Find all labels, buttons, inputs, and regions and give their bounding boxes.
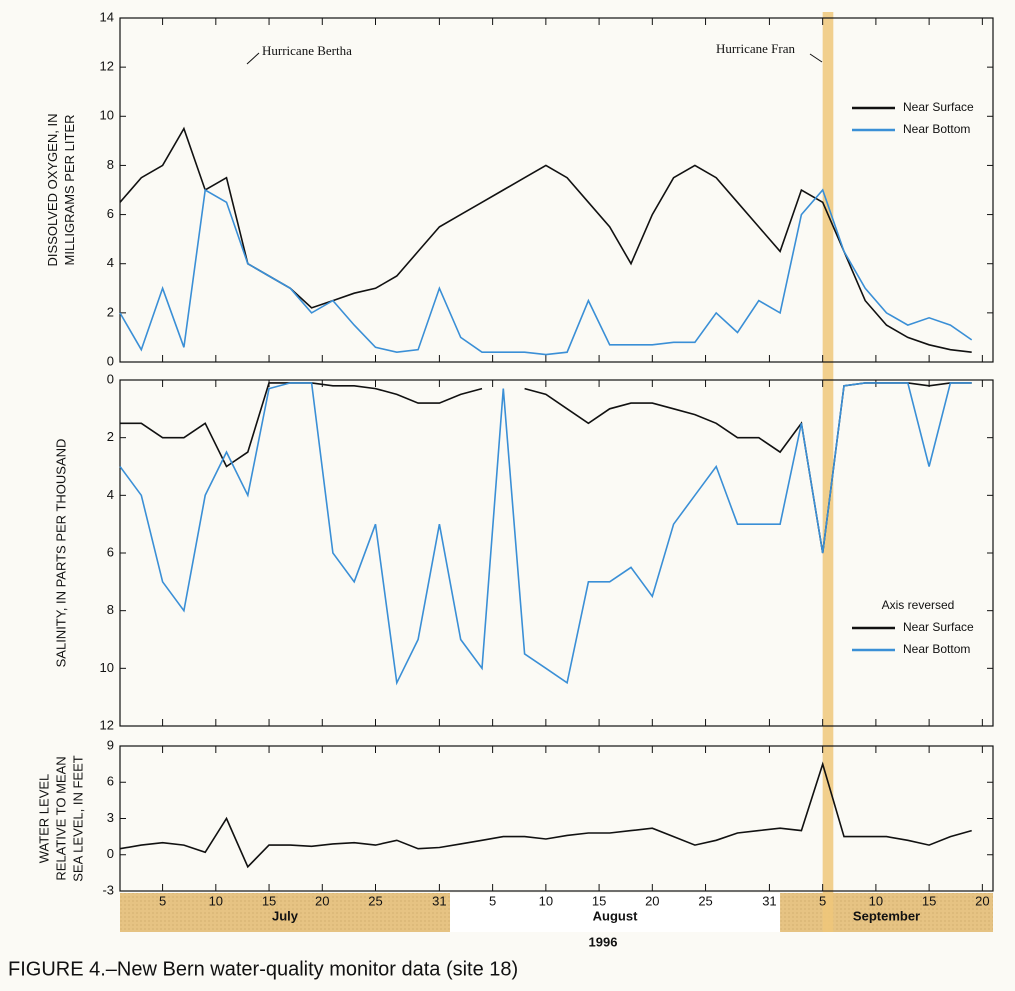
y-axis-label: RELATIVE TO MEAN xyxy=(53,756,68,880)
y-tick-label: 2 xyxy=(107,304,114,319)
y-tick-label: 10 xyxy=(100,108,114,123)
caption: FIGURE 4.–New Bern water-quality monitor… xyxy=(8,958,518,980)
x-tick-label: 5 xyxy=(159,893,166,908)
y-tick-label: 0 xyxy=(107,846,114,861)
plot-frame xyxy=(119,745,994,892)
y-tick-label: 6 xyxy=(107,206,114,221)
annotation: Hurricane Bertha xyxy=(262,43,352,58)
series-line xyxy=(119,761,972,869)
y-axis-label: MILLIGRAMS PER LITER xyxy=(62,115,77,266)
legend-title: Axis reversed xyxy=(882,598,955,612)
x-tick-label: 25 xyxy=(698,893,712,908)
x-tick-label: 20 xyxy=(315,893,329,908)
annotation-pointer xyxy=(809,53,823,63)
y-tick-label: 12 xyxy=(100,717,114,732)
month-band xyxy=(450,893,781,932)
x-tick-label: 5 xyxy=(819,893,826,908)
y-tick-label: 4 xyxy=(107,255,114,270)
y-axis-label: SEA LEVEL, IN FEET xyxy=(70,755,85,881)
month-band xyxy=(120,893,451,932)
series-line xyxy=(119,188,973,356)
plot-frame xyxy=(119,17,994,363)
y-tick-label: 6 xyxy=(107,774,114,789)
y-tick-label: 0 xyxy=(107,353,114,368)
x-tick-label: 20 xyxy=(975,893,989,908)
y-axis-label: WATER LEVEL xyxy=(36,774,51,864)
x-tick-label: 31 xyxy=(762,893,776,908)
month-label: August xyxy=(593,908,638,923)
month-label: July xyxy=(272,908,299,923)
y-tick-label: 14 xyxy=(100,9,114,24)
x-tick-label: 5 xyxy=(489,893,496,908)
y-tick-label: 9 xyxy=(107,737,114,752)
x-tick-label: 10 xyxy=(869,893,883,908)
y-tick-label: 6 xyxy=(107,544,114,559)
annotation: Hurricane Fran xyxy=(716,41,796,56)
x-tick-label: 20 xyxy=(645,893,659,908)
legend-label: Near Surface xyxy=(903,620,974,634)
series-line xyxy=(119,126,972,353)
hurricane-band xyxy=(822,12,834,932)
month-band xyxy=(780,893,993,932)
legend-label: Near Surface xyxy=(903,100,974,114)
legend-label: Near Bottom xyxy=(903,122,970,136)
y-tick-label: 4 xyxy=(107,487,114,502)
y-tick-label: 8 xyxy=(107,157,114,172)
annotation-pointer xyxy=(246,52,260,65)
y-tick-label: 2 xyxy=(107,429,114,444)
y-tick-label: 0 xyxy=(107,371,114,386)
y-tick-label: 8 xyxy=(107,602,114,617)
plot-frame xyxy=(119,379,994,727)
legend-label: Near Bottom xyxy=(903,642,970,656)
y-tick-label: 12 xyxy=(100,59,114,74)
y-tick-label: 3 xyxy=(107,810,114,825)
year-label: 1996 xyxy=(589,934,618,949)
x-tick-label: 15 xyxy=(922,893,936,908)
y-axis-label: SALINITY, IN PARTS PER THOUSAND xyxy=(53,439,68,668)
series-line xyxy=(120,382,972,554)
x-tick-label: 25 xyxy=(368,893,382,908)
series-line xyxy=(119,382,972,686)
y-axis-label: DISSOLVED OXYGEN, IN xyxy=(45,114,60,267)
x-tick-label: 10 xyxy=(539,893,553,908)
x-tick-label: 31 xyxy=(432,893,446,908)
x-tick-label: 15 xyxy=(592,893,606,908)
month-label: September xyxy=(853,908,920,923)
y-tick-label: 10 xyxy=(100,660,114,675)
x-tick-label: 15 xyxy=(262,893,276,908)
y-tick-label: -3 xyxy=(102,882,114,897)
x-tick-label: 10 xyxy=(209,893,223,908)
